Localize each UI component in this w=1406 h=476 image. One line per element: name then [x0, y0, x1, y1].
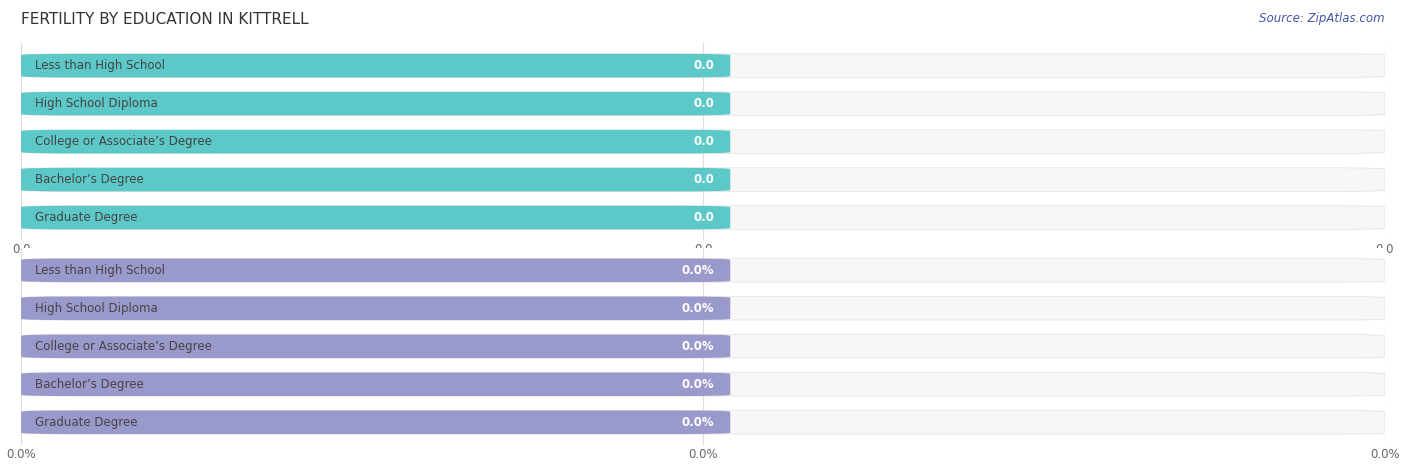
FancyBboxPatch shape [21, 373, 1385, 396]
FancyBboxPatch shape [21, 54, 1385, 78]
Text: Less than High School: Less than High School [35, 264, 165, 277]
FancyBboxPatch shape [21, 258, 1385, 282]
Text: Bachelor’s Degree: Bachelor’s Degree [35, 378, 143, 391]
Text: Graduate Degree: Graduate Degree [35, 211, 138, 224]
FancyBboxPatch shape [21, 410, 730, 434]
Text: College or Associate’s Degree: College or Associate’s Degree [35, 340, 212, 353]
FancyBboxPatch shape [21, 373, 730, 396]
Text: 0.0: 0.0 [693, 135, 714, 148]
Text: 0.0: 0.0 [693, 59, 714, 72]
FancyBboxPatch shape [21, 92, 1385, 115]
Text: 0.0%: 0.0% [682, 416, 714, 429]
FancyBboxPatch shape [21, 130, 1385, 153]
FancyBboxPatch shape [21, 92, 730, 115]
Text: Graduate Degree: Graduate Degree [35, 416, 138, 429]
Text: 0.0: 0.0 [693, 211, 714, 224]
Text: High School Diploma: High School Diploma [35, 97, 157, 110]
Text: FERTILITY BY EDUCATION IN KITTRELL: FERTILITY BY EDUCATION IN KITTRELL [21, 12, 309, 27]
Text: 0.0: 0.0 [693, 173, 714, 186]
FancyBboxPatch shape [21, 168, 1385, 191]
Text: 0.0%: 0.0% [682, 302, 714, 315]
FancyBboxPatch shape [21, 206, 730, 229]
FancyBboxPatch shape [21, 410, 1385, 434]
Text: Source: ZipAtlas.com: Source: ZipAtlas.com [1260, 12, 1385, 25]
Text: Less than High School: Less than High School [35, 59, 165, 72]
Text: 0.0%: 0.0% [682, 340, 714, 353]
Text: 0.0: 0.0 [693, 97, 714, 110]
Text: Bachelor’s Degree: Bachelor’s Degree [35, 173, 143, 186]
FancyBboxPatch shape [21, 335, 730, 358]
Text: College or Associate’s Degree: College or Associate’s Degree [35, 135, 212, 148]
FancyBboxPatch shape [21, 258, 730, 282]
FancyBboxPatch shape [21, 335, 1385, 358]
Text: High School Diploma: High School Diploma [35, 302, 157, 315]
FancyBboxPatch shape [21, 297, 730, 320]
Text: 0.0%: 0.0% [682, 378, 714, 391]
FancyBboxPatch shape [21, 130, 730, 153]
Text: 0.0%: 0.0% [682, 264, 714, 277]
FancyBboxPatch shape [21, 297, 1385, 320]
FancyBboxPatch shape [21, 206, 1385, 229]
FancyBboxPatch shape [21, 54, 730, 78]
FancyBboxPatch shape [21, 168, 730, 191]
